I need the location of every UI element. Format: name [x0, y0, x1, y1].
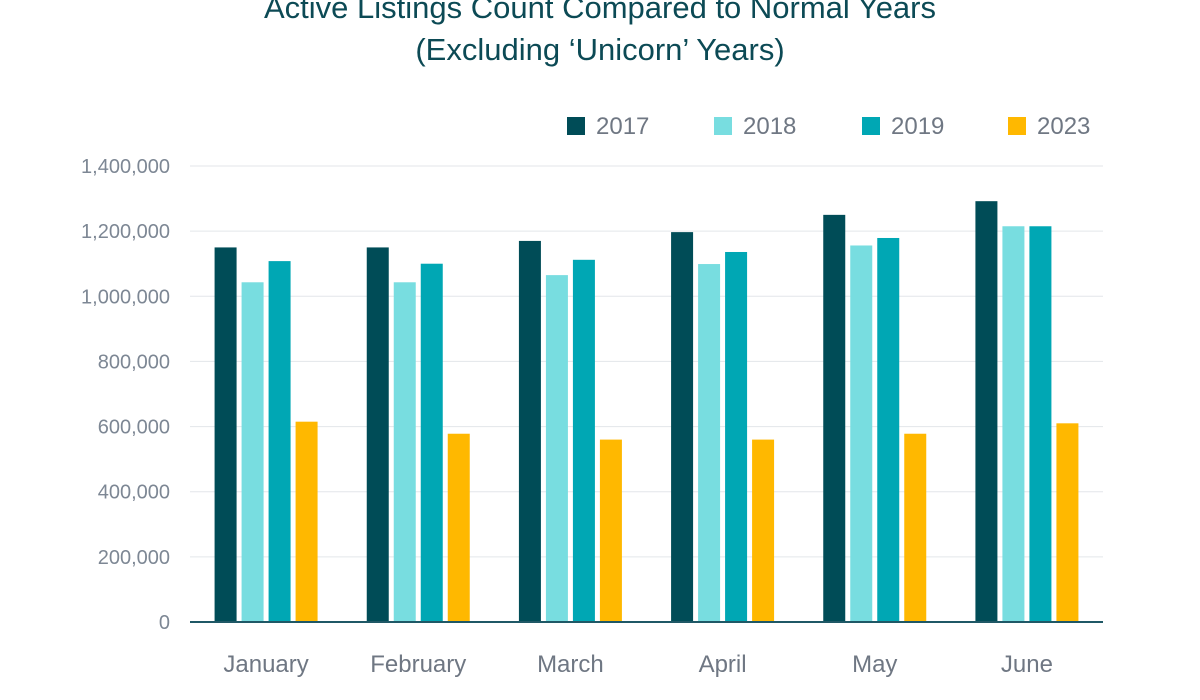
- y-tick-label: 400,000: [98, 482, 170, 504]
- bar-2019-april: [725, 251, 748, 622]
- bar-2017-april: [671, 232, 694, 622]
- x-tick-label: February: [370, 651, 466, 678]
- legend-swatch-2019: [862, 117, 880, 135]
- y-tick-label: 1,400,000: [81, 156, 170, 178]
- y-tick-label: 1,000,000: [81, 286, 170, 308]
- bar-2019-february: [420, 263, 443, 622]
- y-tick-label: 800,000: [98, 351, 170, 373]
- x-tick-label: May: [852, 651, 897, 678]
- x-tick-label: April: [699, 651, 747, 678]
- bar-2023-february: [447, 433, 470, 622]
- bar-2018-march: [545, 275, 568, 622]
- bar-2023-march: [599, 439, 622, 622]
- bar-2017-february: [366, 247, 389, 622]
- bar-2023-january: [295, 421, 318, 622]
- x-axis: January February March April May June: [190, 621, 1103, 678]
- legend-label: 2023: [1037, 113, 1090, 140]
- legend-label: 2018: [743, 113, 796, 140]
- legend-label: 2019: [891, 113, 944, 140]
- y-tick-label: 0: [159, 612, 170, 634]
- chart-title-line-2: (Excluding ‘Unicorn’ Years): [415, 32, 784, 67]
- x-tick-label: March: [537, 651, 604, 678]
- chart-title-line-1: Active Listings Count Compared to Normal…: [264, 0, 936, 25]
- y-tick-label: 1,200,000: [81, 221, 170, 243]
- y-tick-label: 600,000: [98, 417, 170, 439]
- legend-swatch-2017: [567, 117, 585, 135]
- bar-2017-june: [975, 201, 998, 623]
- bar-2023-april: [752, 439, 775, 622]
- bar-2018-june: [1002, 226, 1025, 622]
- gridlines: [190, 165, 1103, 558]
- bar-2019-march: [572, 259, 595, 622]
- bar-2023-may: [904, 433, 927, 622]
- bar-2017-may: [823, 214, 846, 622]
- y-tick-label: 200,000: [98, 547, 170, 569]
- bar-2019-january: [268, 261, 291, 622]
- bar-2017-march: [518, 240, 541, 622]
- legend-swatch-2023: [1008, 117, 1026, 135]
- legend-swatch-2018: [714, 117, 732, 135]
- bar-2018-april: [698, 264, 721, 622]
- bar-2018-february: [393, 282, 416, 622]
- bar-2018-january: [241, 282, 264, 622]
- bar-2019-may: [877, 237, 900, 623]
- legend-label: 2017: [596, 113, 649, 140]
- bar-2017-january: [214, 247, 237, 622]
- x-tick-label: January: [223, 651, 308, 678]
- bar-2018-may: [850, 245, 873, 622]
- legend: 2017 2018 2019 2023: [567, 113, 1090, 140]
- bar-2019-june: [1029, 226, 1052, 622]
- y-axis: 0 200,000 400,000 600,000 800,000 1,000,000 1,…: [81, 156, 170, 634]
- bars: [214, 201, 1079, 623]
- chart-title: Active Listings Count Compared to Normal…: [264, 0, 936, 67]
- bar-2023-june: [1056, 423, 1079, 622]
- x-tick-label: June: [1001, 651, 1053, 678]
